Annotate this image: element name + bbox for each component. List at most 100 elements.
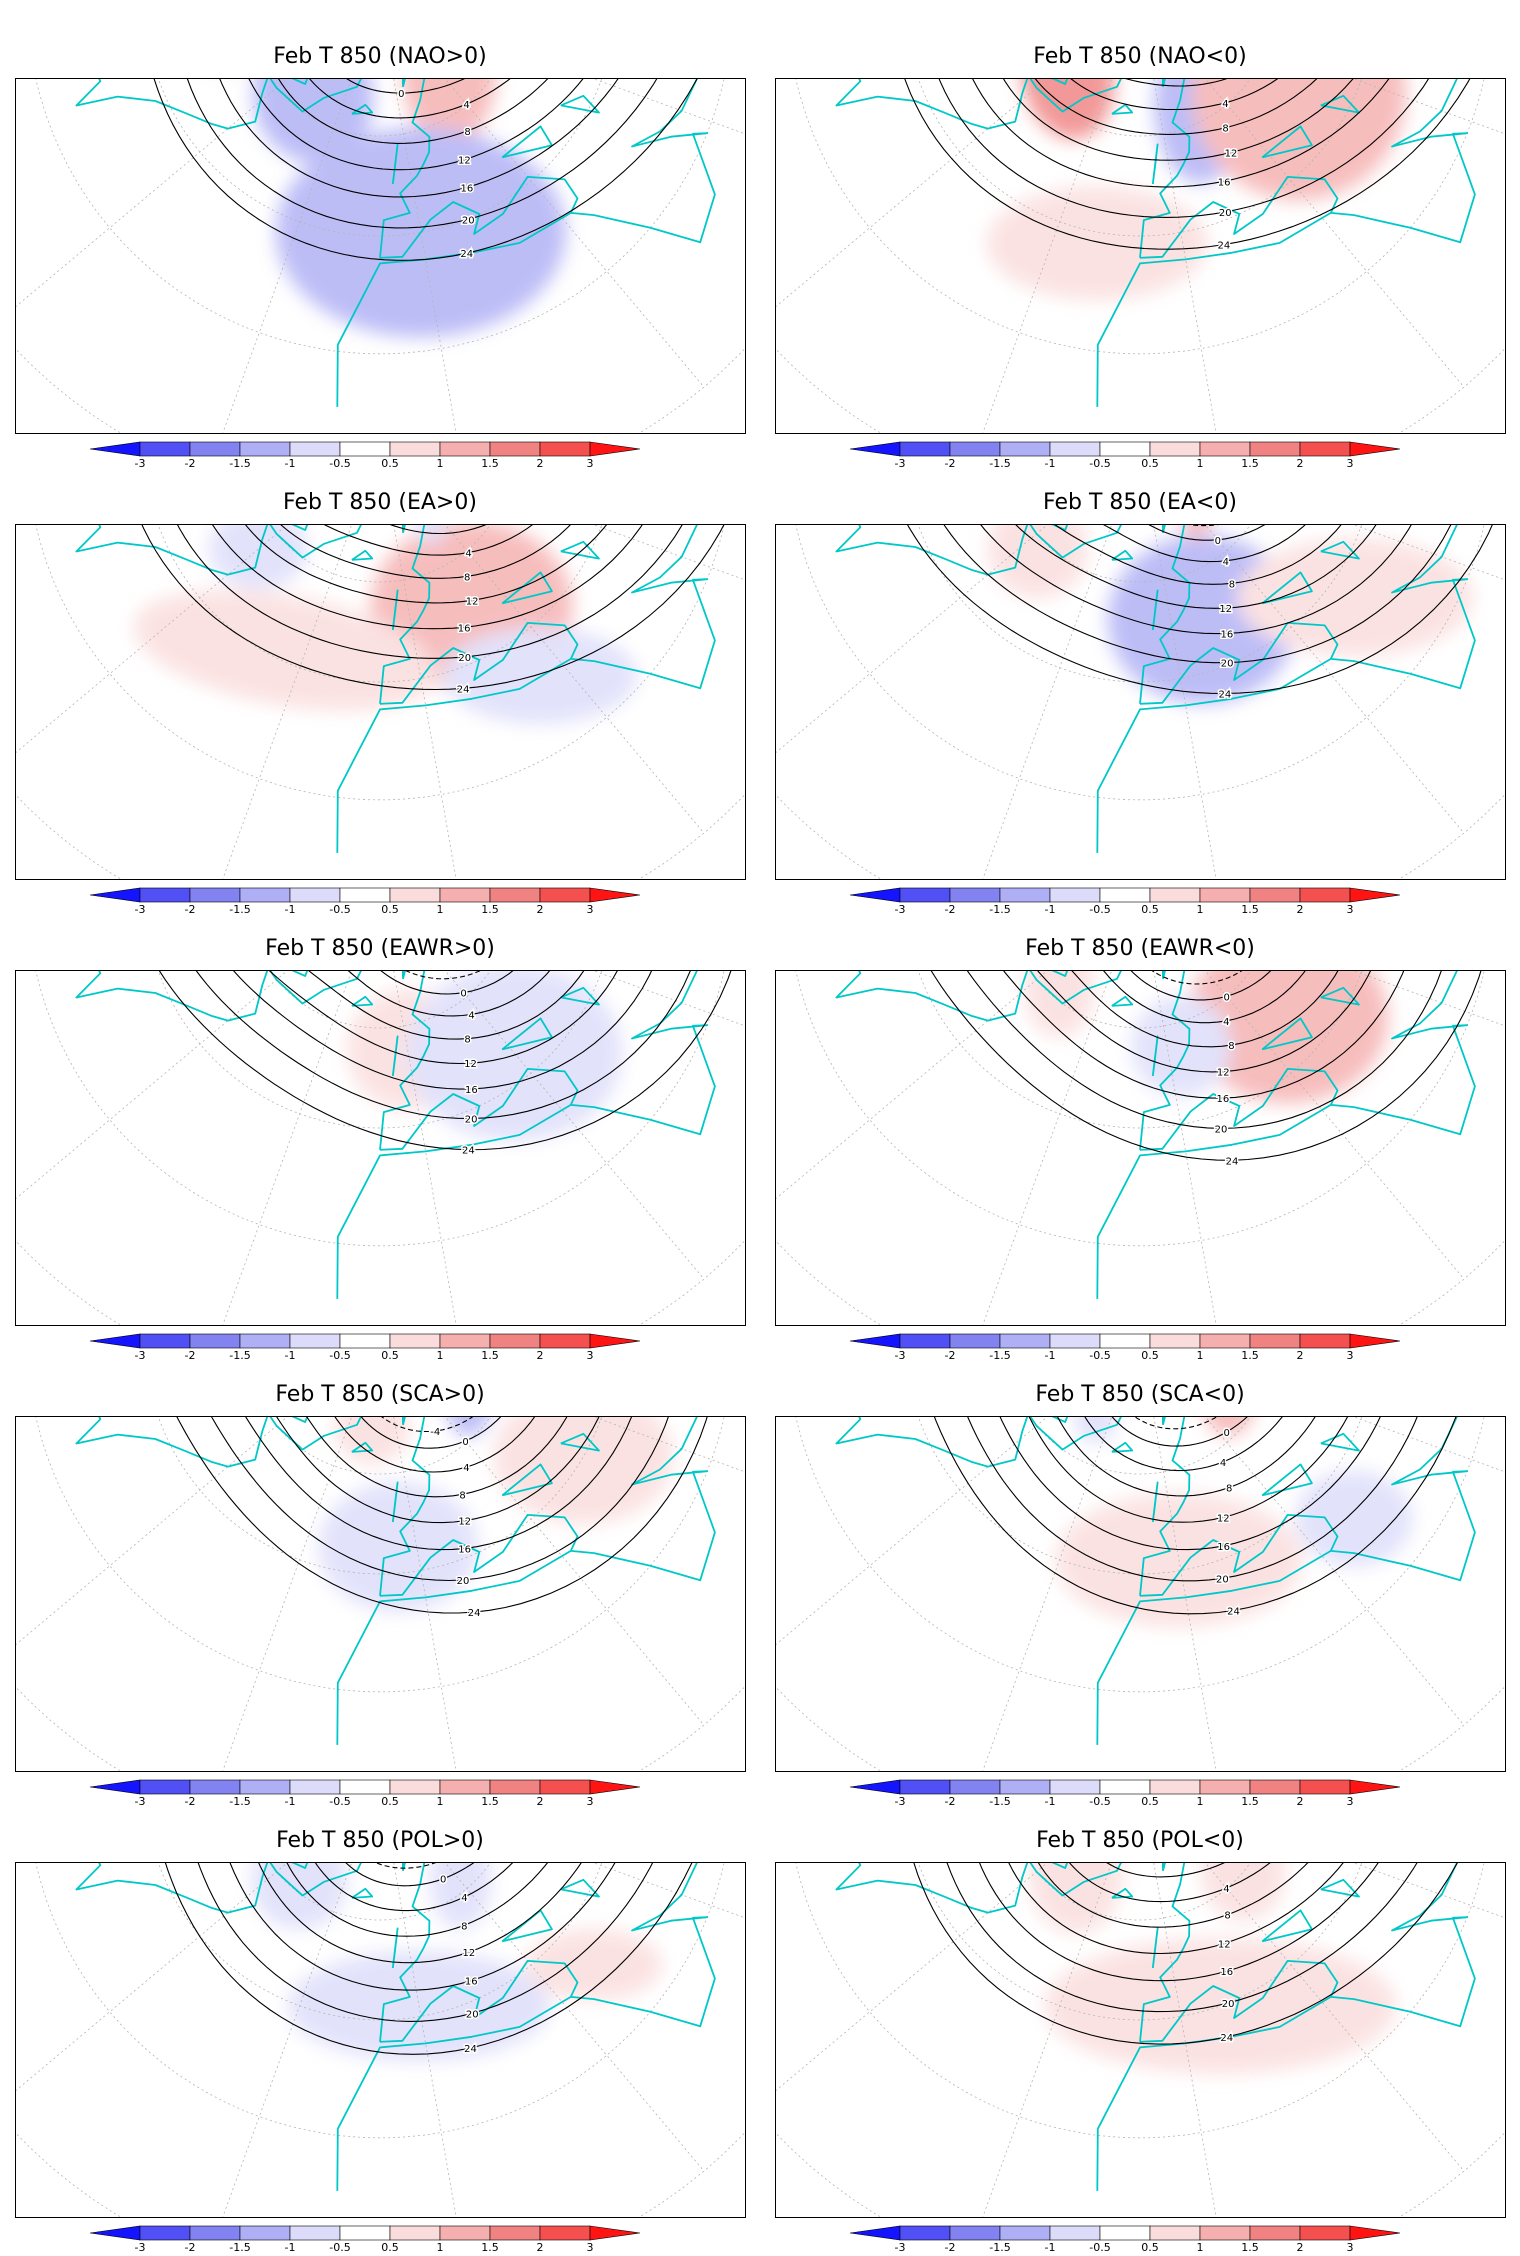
- coastline-7: [351, 1441, 374, 1453]
- isotherm-4: [1103, 971, 1306, 1024]
- isotherm-0: [1111, 1417, 1248, 1447]
- colorbar-graphic: -3 -2 -1.5 -1 -0.5 0.5 1 1.5 2 3: [89, 441, 641, 470]
- isotherm-layer: [933, 1417, 1457, 1615]
- isotherm-label-8: 8: [464, 572, 470, 583]
- colorbar-tick-7: 1.5: [1241, 457, 1259, 468]
- coastline-7: [1111, 1887, 1134, 1899]
- isotherm-label-4: 4: [1223, 1884, 1229, 1895]
- coastline-10: [401, 1863, 406, 1872]
- coastline-8: [501, 1909, 553, 1943]
- coastline-9: [560, 986, 600, 1006]
- map-frame: 4 8 12 16 20 24: [15, 524, 746, 880]
- colorbar-tick-6: 1: [437, 1349, 444, 1360]
- meridian-180: [393, 1863, 457, 2217]
- coastline-8: [501, 1017, 553, 1051]
- coastline-1: [835, 525, 1029, 576]
- anomaly-blob-3: [1191, 79, 1407, 201]
- coastline-7: [351, 1887, 374, 1899]
- colorbar-tick-3: -1: [285, 1795, 296, 1806]
- colorbar-bins: [89, 441, 641, 457]
- map-frame: 0 4 8 12 16 20 24: [775, 970, 1506, 1326]
- anomaly-blob-1: [252, 79, 374, 164]
- map-panel-7: Feb T 850 (SCA<0) 0 4 8 12 16 20 24 -3 -2 -1.5 -1 -0…: [760, 1338, 1520, 1808]
- meridian-210: [444, 971, 705, 1280]
- colorbar-tick-3: -1: [1045, 1349, 1056, 1360]
- colorbar-tick-3: -1: [1045, 2241, 1056, 2252]
- colorbar: -3 -2 -1.5 -1 -0.5 0.5 1 1.5 2 3: [760, 1776, 1520, 1808]
- colorbar-tick-1: -2: [185, 2241, 196, 2252]
- colorbar-tick-labels: -3 -2 -1.5 -1 -0.5 0.5 1 1.5 2 3: [135, 2241, 594, 2254]
- colorbar-tick-3: -1: [285, 903, 296, 914]
- map-frame: 0 4 8 12 16 20 24: [15, 970, 746, 1326]
- polar-stereographic-map: 04 8 12 16 20 24: [16, 971, 745, 1325]
- colorbar-graphic: -3 -2 -1.5 -1 -0.5 0.5 1 1.5 2 3: [89, 1333, 641, 1362]
- coastline-5: [570, 971, 716, 1136]
- colorbar-tick-2: -1.5: [229, 903, 250, 914]
- anomaly-blob-3: [493, 1417, 674, 1525]
- isotherm-4: [347, 971, 551, 1017]
- isotherm-label-24: 24: [1219, 690, 1232, 701]
- colorbar-tick-0: -3: [895, 457, 906, 468]
- isotherm-label-24: 24: [460, 249, 473, 260]
- coastline-5: [1330, 971, 1476, 1136]
- isotherm-labels: -4 0 4 8 12 16 20 24: [429, 1426, 482, 1621]
- colorbar-graphic: -3 -2 -1.5 -1 -0.5 0.5 1 1.5 2 3: [849, 887, 1401, 916]
- isotherm-24: [913, 1863, 1458, 2045]
- isotherm-label-12: 12: [1218, 1940, 1231, 1951]
- colorbar-tick-4: -0.5: [1089, 1795, 1110, 1806]
- colorbar-bins: [849, 1779, 1401, 1795]
- isotherm-label-24: 24: [457, 684, 470, 695]
- colorbar-bin-10: [1349, 887, 1401, 903]
- colorbar-bin-10: [589, 1779, 641, 1795]
- coastline-1: [835, 1863, 1029, 1914]
- panel-title: Feb T 850 (SCA>0): [275, 1382, 485, 1407]
- colorbar-tick-7: 1.5: [481, 1795, 499, 1806]
- isotherm-0: [1130, 971, 1272, 1001]
- colorbar: -3 -2 -1.5 -1 -0.5 0.5 1 1.5 2 3: [0, 438, 760, 470]
- coastlines: [835, 1417, 1476, 1745]
- anomaly-blob-3: [1073, 1417, 1118, 1444]
- colorbar-tick-8: 2: [1297, 1795, 1304, 1806]
- coastline-9: [560, 1878, 600, 1898]
- coastline-10: [1161, 1417, 1166, 1426]
- coastline-8: [501, 125, 553, 159]
- coastline-3: [379, 79, 431, 258]
- colorbar-graphic: -3 -2 -1.5 -1 -0.5 0.5 1 1.5 2 3: [849, 2225, 1401, 2254]
- meridian-180: [1153, 1863, 1217, 2217]
- coastline-5: [570, 525, 716, 690]
- coastlines: [75, 525, 716, 853]
- meridian-210: [1204, 1863, 1465, 2172]
- isotherm-24: [164, 1863, 693, 2055]
- isotherm-label-4: 4: [465, 549, 471, 560]
- temperature-anomaly-layer: [1055, 1417, 1413, 1627]
- panel-title: Feb T 850 (POL>0): [276, 1828, 484, 1853]
- isotherm-20: [197, 1863, 654, 2022]
- colorbar-bin-6: [389, 2225, 441, 2241]
- colorbar-tick-4: -0.5: [1089, 2241, 1110, 2252]
- colorbar-tick-9: 3: [1347, 1795, 1354, 1806]
- isotherm-label-4: 4: [463, 1463, 469, 1474]
- isotherm-16: [972, 79, 1390, 188]
- anomaly-blob-1: [406, 971, 623, 1141]
- isotherm-labels: 04 8 12 16 20 24: [459, 987, 479, 1158]
- isotherm-label-20: 20: [462, 215, 475, 226]
- isotherm-layer: [930, 971, 1482, 1161]
- colorbar: -3 -2 -1.5 -1 -0.5 0.5 1 1.5 2 3: [760, 884, 1520, 916]
- coastline-6: [391, 1927, 399, 1969]
- meridian-210: [444, 525, 705, 834]
- isotherm-label-20: 20: [1215, 1124, 1228, 1135]
- colorbar-tick-1: -2: [945, 903, 956, 914]
- colorbar-bins: [89, 887, 641, 903]
- isotherm-16: [999, 1417, 1381, 1551]
- coastline-2: [269, 1417, 362, 1451]
- isotherm-4: [314, 1863, 514, 1912]
- colorbar: -3 -2 -1.5 -1 -0.5 0.5 1 1.5 2 3: [760, 1330, 1520, 1362]
- colorbar-tick-1: -2: [185, 903, 196, 914]
- colorbar-tick-8: 2: [537, 1349, 544, 1360]
- isotherm-label-12: 12: [466, 596, 479, 607]
- isotherm-8: [308, 971, 585, 1040]
- colorbar-tick-labels: -3 -2 -1.5 -1 -0.5 0.5 1 1.5 2 3: [895, 1349, 1354, 1362]
- coastline-4: [1096, 1068, 1339, 1299]
- meridian-180: [393, 971, 457, 1325]
- colorbar-tick-6: 1: [1197, 903, 1204, 914]
